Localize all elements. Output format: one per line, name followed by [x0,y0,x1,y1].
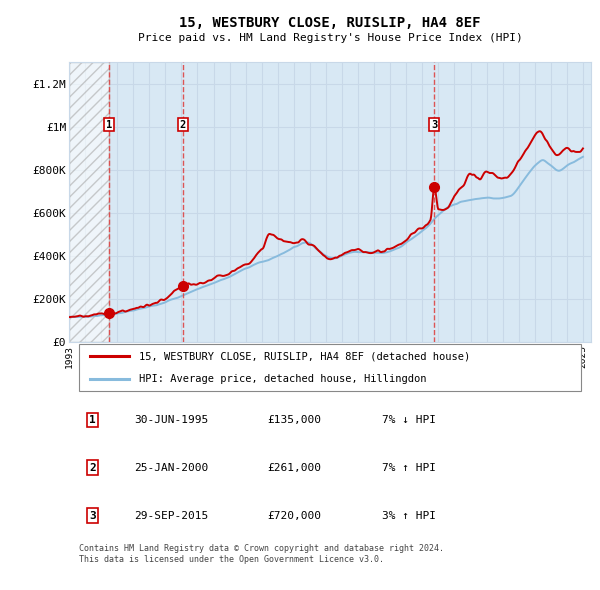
Text: 1: 1 [89,415,96,425]
Text: 3: 3 [431,120,437,130]
Text: 29-SEP-2015: 29-SEP-2015 [134,510,209,520]
Text: Price paid vs. HM Land Registry's House Price Index (HPI): Price paid vs. HM Land Registry's House … [137,34,523,43]
Text: £135,000: £135,000 [268,415,322,425]
Text: £261,000: £261,000 [268,463,322,473]
Text: 25-JAN-2000: 25-JAN-2000 [134,463,209,473]
Text: 7% ↓ HPI: 7% ↓ HPI [382,415,436,425]
Text: 2: 2 [179,120,185,130]
Text: Contains HM Land Registry data © Crown copyright and database right 2024.
This d: Contains HM Land Registry data © Crown c… [79,545,445,563]
Text: 7% ↑ HPI: 7% ↑ HPI [382,463,436,473]
Text: 3% ↑ HPI: 3% ↑ HPI [382,510,436,520]
Text: 15, WESTBURY CLOSE, RUISLIP, HA4 8EF: 15, WESTBURY CLOSE, RUISLIP, HA4 8EF [179,16,481,30]
Text: 15, WESTBURY CLOSE, RUISLIP, HA4 8EF (detached house): 15, WESTBURY CLOSE, RUISLIP, HA4 8EF (de… [139,351,471,361]
Bar [69,62,109,342]
Text: 2: 2 [89,463,96,473]
Text: 1: 1 [106,120,112,130]
FancyBboxPatch shape [79,345,581,391]
Text: £720,000: £720,000 [268,510,322,520]
Text: 30-JUN-1995: 30-JUN-1995 [134,415,209,425]
Text: 3: 3 [89,510,96,520]
Text: HPI: Average price, detached house, Hillingdon: HPI: Average price, detached house, Hill… [139,375,427,385]
